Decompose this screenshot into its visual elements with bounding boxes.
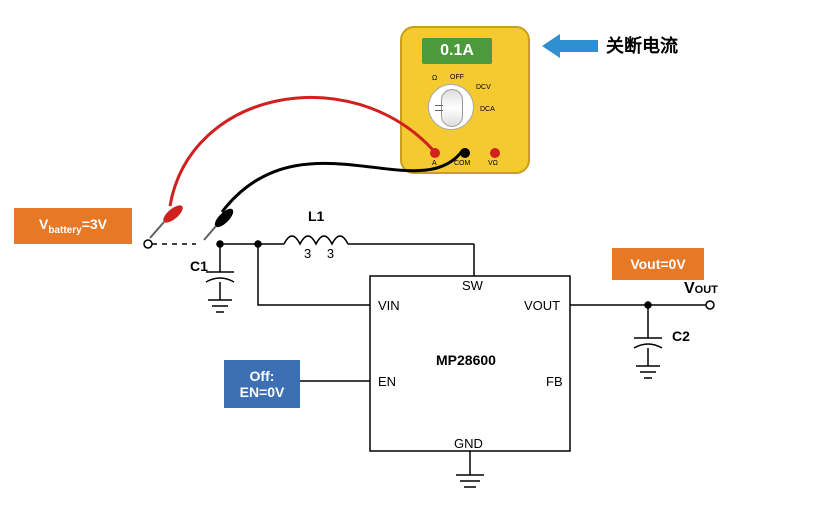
pin-sw: SW <box>462 278 483 293</box>
vout-sub: OUT <box>695 284 718 296</box>
l1-label: L1 <box>308 208 324 224</box>
schematic <box>0 0 817 523</box>
pin-en: EN <box>378 374 396 389</box>
ic-name: MP28600 <box>436 352 496 368</box>
l1-coils: 3 3 <box>304 246 340 261</box>
pin-gnd: GND <box>454 436 483 451</box>
pin-fb: FB <box>546 374 563 389</box>
pin-vout: VOUT <box>524 298 560 313</box>
c2-label: C2 <box>672 328 690 344</box>
vout-v: V <box>684 280 695 297</box>
c1-label: C1 <box>190 258 208 274</box>
pin-vin: VIN <box>378 298 400 313</box>
vout-node-label: VOUT <box>684 280 718 298</box>
